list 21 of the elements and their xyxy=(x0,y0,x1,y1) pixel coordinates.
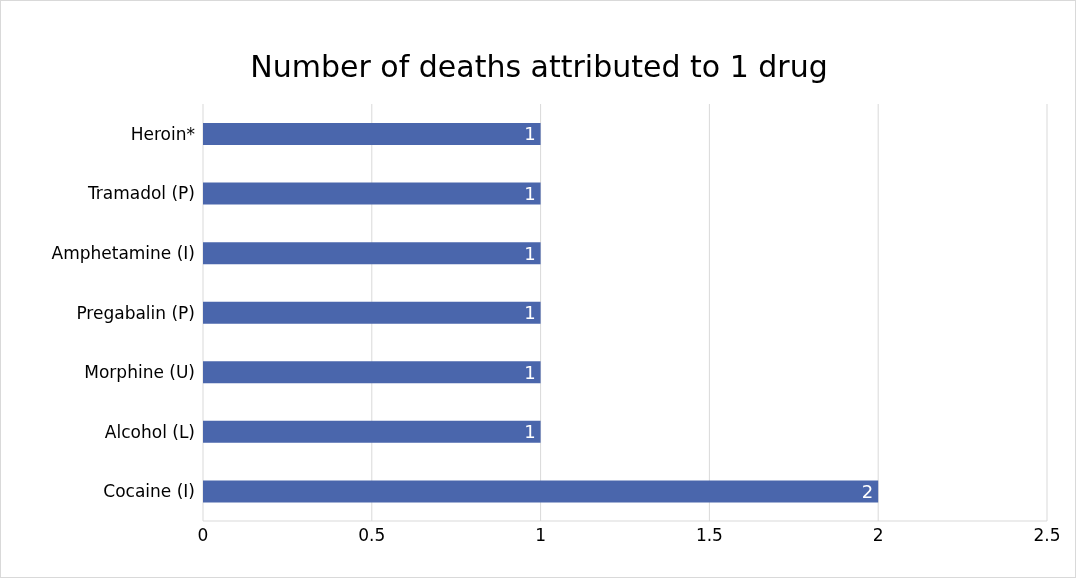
data-label: 1 xyxy=(524,182,536,204)
data-label: 2 xyxy=(861,480,874,502)
data-label: 1 xyxy=(524,421,536,443)
data-label: 1 xyxy=(524,123,536,145)
y-tick-label: Alcohol (L) xyxy=(104,421,195,442)
y-tick-label: Heroin* xyxy=(130,123,195,144)
y-tick-label: Amphetamine (I) xyxy=(51,242,195,263)
y-tick-label: Morphine (U) xyxy=(84,362,195,383)
y-tick-label: Cocaine (I) xyxy=(103,481,195,502)
chart-title: Number of deaths attributed to 1 drug xyxy=(249,49,829,84)
y-tick-label: Pregabalin (P) xyxy=(76,302,195,323)
x-tick-label: 2.5 xyxy=(1033,525,1061,546)
x-tick-label: 0.5 xyxy=(358,525,386,546)
data-label: 1 xyxy=(524,361,536,383)
data-label: 1 xyxy=(524,242,536,264)
x-tick-label: 2 xyxy=(872,525,884,546)
x-tick-label: 1 xyxy=(535,525,547,546)
y-tick-label: Tramadol (P) xyxy=(86,183,195,204)
x-tick-label: 1.5 xyxy=(695,525,723,546)
data-label: 1 xyxy=(524,302,536,324)
x-tick-label: 0 xyxy=(197,525,209,546)
